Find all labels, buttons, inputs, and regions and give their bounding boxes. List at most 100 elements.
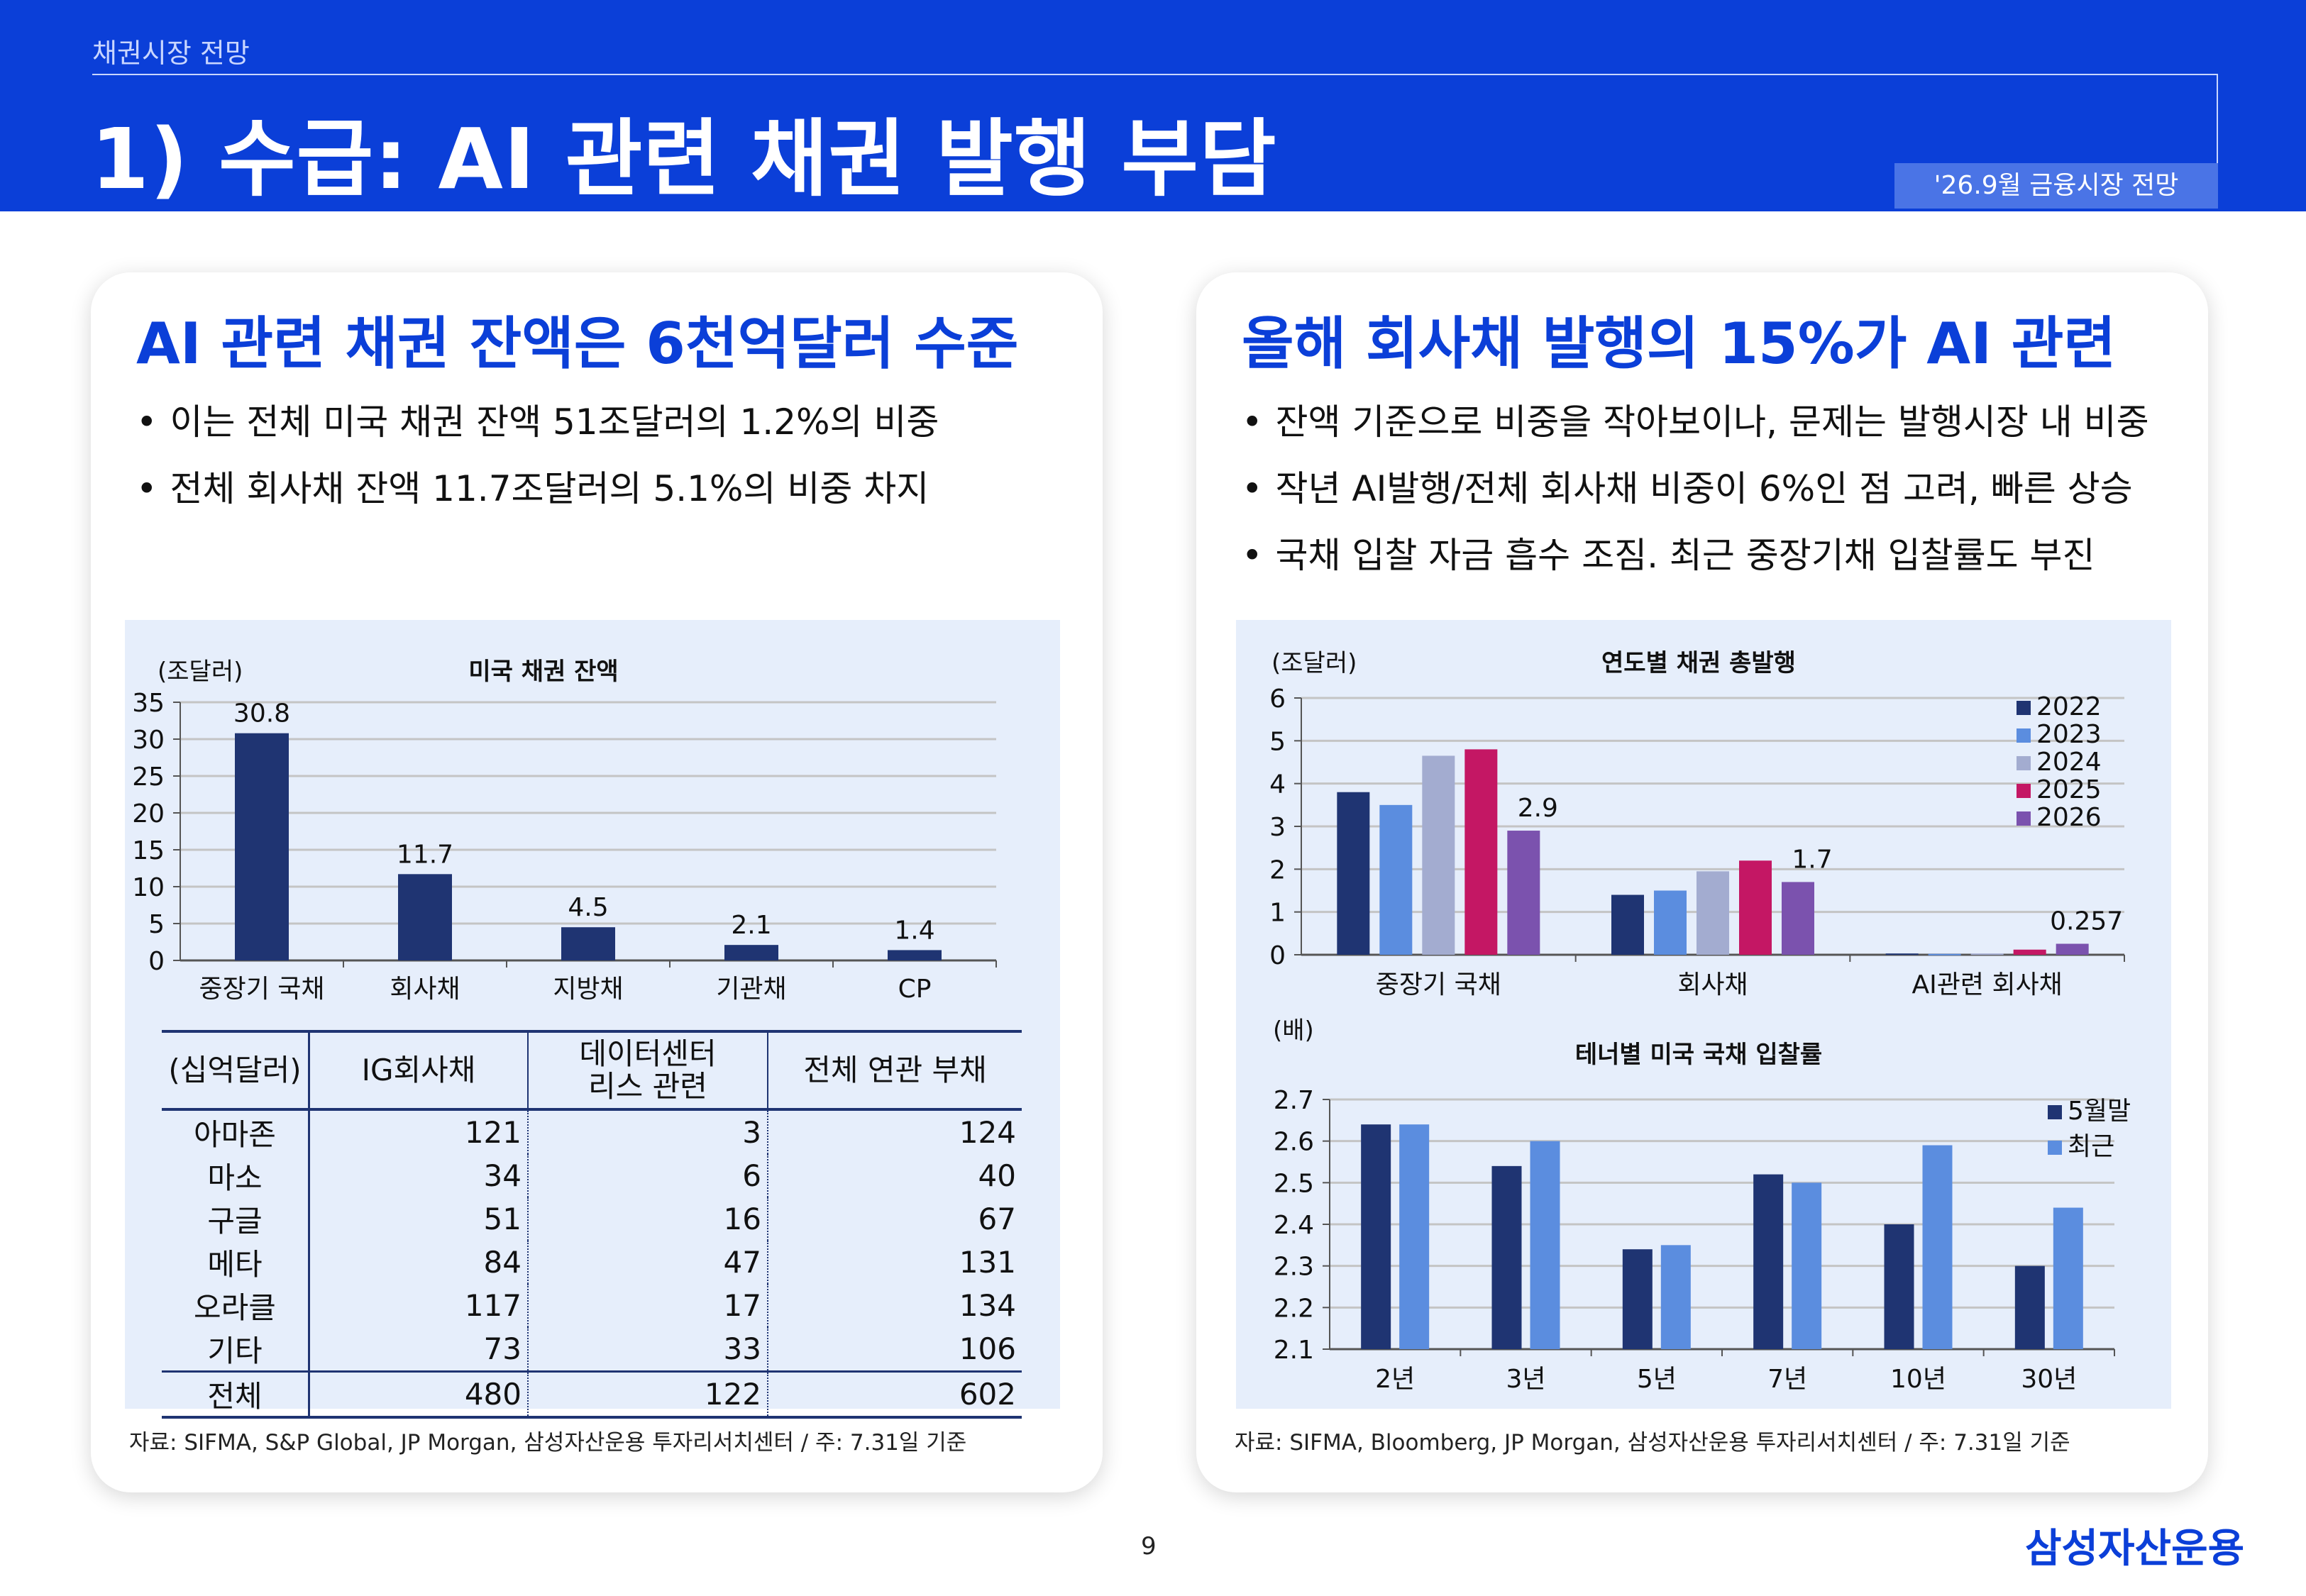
right-card: 올해 회사채 발행의 15%가 AI 관련 잔액 기준으로 비중을 작아보이나,… [1196,272,2208,1492]
table-cell: 117 [309,1284,529,1327]
bar [1491,1165,1522,1349]
table-row: 오라클 117 17 134 [162,1284,1022,1327]
data-label: 2.1 [731,911,771,940]
legend-label: 2026 [2036,803,2102,832]
table-row: 기타 73 33 106 [162,1327,1022,1372]
legend-swatch [2048,1141,2062,1155]
legend-label: 2023 [2036,720,2102,749]
bar [1970,953,2004,955]
bar [1379,804,1413,955]
x-tick-label: 2년 [1375,1365,1415,1394]
bar [235,733,289,960]
bar [1884,1224,1914,1349]
x-tick-label: 중장기 국채 [1376,970,1501,999]
left-source-note: 자료: SIFMA, S&P Global, JP Morgan, 삼성자산운용… [129,1430,967,1456]
legend-label: 5월말 [2068,1097,2131,1126]
table-cell: 6 [528,1154,768,1197]
annual-issuance-chart: 연도별 채권 총발행 (조달러) 0 1 2 3 4 5 6 중장기 국채 회사채 AI관련 회사채 2… [1269,649,2125,999]
table-cell: 17 [528,1284,768,1327]
table-cell: 오라클 [162,1284,310,1327]
bar [2014,1265,2045,1349]
data-label: 11.7 [397,840,453,869]
page-number: 9 [1141,1532,1157,1561]
table-cell: 16 [528,1197,768,1241]
bar [1530,1141,1560,1349]
table-cell: 51 [309,1197,529,1241]
table-cell: 전체 [162,1370,310,1419]
bullet-item: 전체 회사채 잔액 11.7조달러의 5.1%의 비중 차지 [136,455,939,522]
bullet-item: 국채 입찰 자금 흡수 조짐. 최근 중장기채 입찰률도 부진 [1242,522,2149,589]
table-cell: 아마존 [162,1109,310,1154]
y-tick-label: 0 [1269,941,1286,970]
x-tick-label: 기관채 [716,975,786,1004]
x-tick-label: 회사채 [390,975,460,1004]
table-cell: 131 [959,1245,1016,1280]
table-cell: 33 [528,1327,768,1372]
data-label: 1.4 [894,916,934,945]
table-header-cell: 전체 연관 부채 [768,1030,1022,1111]
bullet-item: 잔액 기준으로 비중을 작아보이나, 문제는 발행시장 내 비중 [1242,389,2149,455]
bid-to-cover-chart: 테너별 미국 국채 입찰률 (배) 2.1 2.2 2.3 2.4 2.5 2.6 2.7 2년 3… [1273,1017,2131,1394]
right-chart-panel: 연도별 채권 총발행 (조달러) 0 1 2 3 4 5 6 중장기 국채 회사채 AI관련 회사채 2… [1236,620,2171,1409]
bullet-item: 이는 전체 미국 채권 잔액 51조달러의 1.2%의 비중 [136,389,939,455]
table-cell: 480 [309,1370,529,1419]
table-cell: 34 [309,1154,529,1197]
bar [398,874,452,960]
y-tick-label: 2.2 [1274,1294,1314,1323]
x-tick-label: 회사채 [1677,970,1748,999]
chart-title: 미국 채권 잔액 [468,658,618,686]
legend-label: 2025 [2036,775,2102,804]
table-cell: 40 [978,1158,1016,1193]
x-tick-label: 7년 [1767,1365,1807,1394]
bar [1660,1245,1691,1349]
table-cell: 121 [309,1109,529,1154]
us-bond-outstanding-chart: 미국 채권 잔액 (조달러) 0 5 10 15 20 25 30 35 중장기 국채 회사채 지방채 기… [132,658,997,1004]
bar [1361,1124,1391,1349]
table-header-cell: IG회사채 [309,1030,529,1111]
table-cell: 84 [309,1241,529,1284]
legend-swatch [2017,784,2031,798]
y-tick-label: 5 [1269,727,1286,756]
bar [1922,1145,1953,1349]
y-tick-label: 2.3 [1274,1253,1314,1282]
x-tick-label: 5년 [1637,1365,1677,1394]
legend-label: 2022 [2036,692,2102,721]
y-tick-label: 25 [132,763,165,792]
table-cell: 기타 [162,1327,310,1372]
right-source-note: 자료: SIFMA, Bloomberg, JP Morgan, 삼성자산운용 … [1235,1430,2070,1456]
table-cell: 134 [959,1288,1016,1323]
x-tick-label: 30년 [2021,1365,2077,1394]
table-cell: 124 [959,1115,1016,1150]
table-row: 구글 51 16 67 [162,1197,1022,1241]
table-total-row: 전체 480 122 602 [162,1370,1022,1419]
table-cell: 47 [528,1241,768,1284]
bar [1611,894,1644,955]
bar [1422,755,1455,955]
legend-swatch [2017,728,2031,743]
table-cell: 67 [978,1202,1016,1236]
table-cell: 602 [768,1370,1022,1419]
bar [1507,831,1540,955]
data-label: 2.9 [1518,794,1558,823]
legend-label: 2024 [2036,748,2102,777]
left-card: AI 관련 채권 잔액은 6천억달러 수준 이는 전체 미국 채권 잔액 51조… [91,272,1103,1492]
bullet-item: 작년 AI발행/전체 회사채 비중이 6%인 점 고려, 빠른 상승 [1242,455,2149,522]
report-tag: '26.9월 금융시장 전망 [1894,163,2218,209]
axis-unit-label: (조달러) [158,658,243,686]
left-card-title: AI 관련 채권 잔액은 6천억달러 수준 [136,311,1019,377]
bar [1337,792,1370,955]
table-row: 아마존 121 3 124 [162,1109,1022,1154]
y-tick-label: 2.1 [1274,1336,1314,1365]
company-logo: 삼성자산운용 [2025,1526,2245,1572]
y-tick-label: 5 [148,910,165,939]
axis-unit-label: (조달러) [1271,649,1357,677]
table-row: 메타 84 47 131 [162,1241,1022,1284]
legend-swatch [2017,811,2031,826]
y-tick-label: 2.7 [1274,1086,1314,1115]
x-tick-label: AI관련 회사채 [1912,970,2063,999]
table-header-cell: 데이터센터 리스 관련 [528,1030,768,1111]
table-cell: 메타 [162,1241,310,1284]
y-tick-label: 2 [1269,855,1286,885]
y-tick-label: 2.5 [1274,1169,1314,1198]
legend-swatch [2017,701,2031,715]
